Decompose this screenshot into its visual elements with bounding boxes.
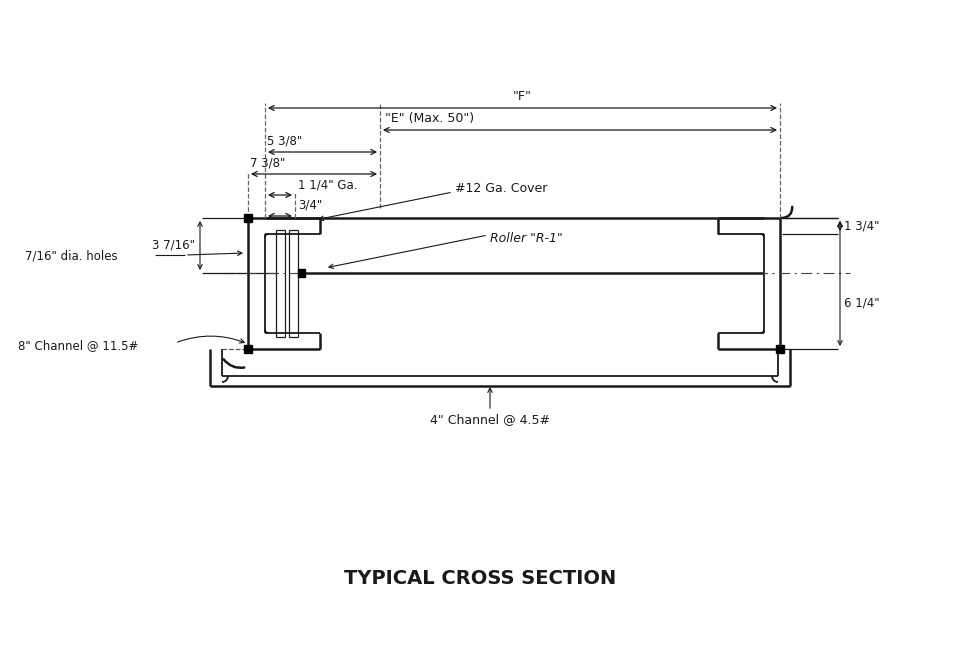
Text: 3/4": 3/4"	[298, 199, 323, 212]
Text: 1 1/4" Ga.: 1 1/4" Ga.	[298, 178, 357, 191]
Text: 6 1/4": 6 1/4"	[844, 297, 879, 310]
Text: #12 Ga. Cover: #12 Ga. Cover	[455, 181, 547, 194]
Text: TYPICAL CROSS SECTION: TYPICAL CROSS SECTION	[344, 568, 616, 588]
Text: Roller "R-1": Roller "R-1"	[490, 231, 563, 244]
Bar	[244, 345, 252, 353]
Text: 4" Channel @ 4.5#: 4" Channel @ 4.5#	[430, 413, 550, 426]
Text: 5 3/8": 5 3/8"	[267, 135, 302, 148]
Text: 7 3/8": 7 3/8"	[250, 157, 285, 170]
Text: 7/16" dia. holes: 7/16" dia. holes	[25, 249, 118, 262]
Text: "E" (Max. 50"): "E" (Max. 50")	[385, 112, 474, 125]
Text: 8" Channel @ 11.5#: 8" Channel @ 11.5#	[18, 340, 138, 353]
Text: "F": "F"	[513, 90, 532, 103]
Text: 1 3/4": 1 3/4"	[844, 220, 879, 233]
Bar	[244, 214, 252, 222]
Text: 3 7/16": 3 7/16"	[152, 239, 195, 252]
Bar	[776, 345, 784, 353]
Bar	[298, 269, 305, 277]
